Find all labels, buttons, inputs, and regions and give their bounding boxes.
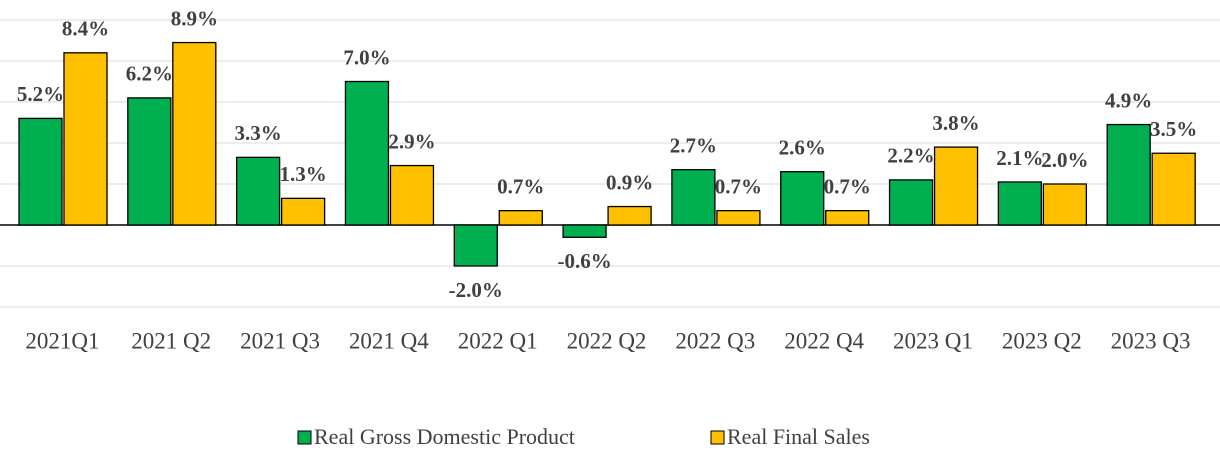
x-tick-label: 2021 Q3 <box>240 328 320 353</box>
value-label: -2.0% <box>449 278 503 302</box>
value-label: 4.9% <box>1105 88 1152 112</box>
bar <box>1042 183 1088 226</box>
bar <box>63 52 108 226</box>
bar <box>933 146 979 226</box>
bar <box>1151 152 1196 226</box>
value-label: 8.9% <box>171 6 218 30</box>
bar <box>235 156 281 226</box>
bar <box>562 224 607 238</box>
x-tick-label: 2023 Q1 <box>893 328 973 353</box>
value-label: 5.2% <box>17 82 64 106</box>
bar <box>172 41 217 226</box>
bar <box>716 209 761 226</box>
x-tick-label: 2022 Q1 <box>458 328 538 353</box>
x-tick-label: 2021 Q2 <box>131 328 211 353</box>
bar <box>671 168 716 226</box>
bar <box>18 117 63 226</box>
legend-swatch <box>710 430 725 445</box>
x-tick-label: 2021 Q4 <box>349 328 429 353</box>
bar <box>453 224 498 267</box>
bar <box>825 209 870 226</box>
value-label: 6.2% <box>126 62 173 86</box>
legend-label: Real Final Sales <box>727 424 870 449</box>
value-label: 3.3% <box>235 121 282 145</box>
value-label: 7.0% <box>343 45 390 69</box>
x-tick-label: 2023 Q3 <box>1111 328 1191 353</box>
bar <box>344 80 390 226</box>
bar <box>780 171 825 226</box>
value-label: 2.7% <box>670 133 717 157</box>
bar <box>280 197 326 226</box>
value-label: 8.4% <box>62 17 109 41</box>
bar <box>389 164 435 226</box>
value-label: 0.7% <box>497 174 544 198</box>
value-label: 0.9% <box>606 170 653 194</box>
bar <box>127 97 172 226</box>
x-tick-label: 2022 Q2 <box>567 328 647 353</box>
bar <box>607 205 652 226</box>
value-label: 2.6% <box>779 136 826 160</box>
value-label: -0.6% <box>557 249 611 273</box>
x-tick-label: 2023 Q2 <box>1002 328 1082 353</box>
legend-swatch <box>297 430 312 445</box>
value-label: 3.5% <box>1150 117 1197 141</box>
bar <box>498 209 543 226</box>
bar <box>1106 123 1151 226</box>
value-label: 2.0% <box>1041 148 1088 172</box>
x-tick-label: 2021Q1 <box>25 328 99 353</box>
bar <box>997 181 1043 226</box>
x-tick-label: 2022 Q3 <box>675 328 755 353</box>
x-tick-label: 2022 Q4 <box>784 328 864 353</box>
value-label: 2.2% <box>887 144 934 168</box>
value-label: 0.7% <box>715 174 762 198</box>
value-label: 2.1% <box>996 146 1043 170</box>
bar <box>888 179 934 226</box>
value-label: 2.9% <box>388 129 435 153</box>
value-label: 0.7% <box>824 174 871 198</box>
value-label: 1.3% <box>280 162 327 186</box>
value-label: 3.8% <box>932 111 979 135</box>
legend-label: Real Gross Domestic Product <box>314 424 575 449</box>
